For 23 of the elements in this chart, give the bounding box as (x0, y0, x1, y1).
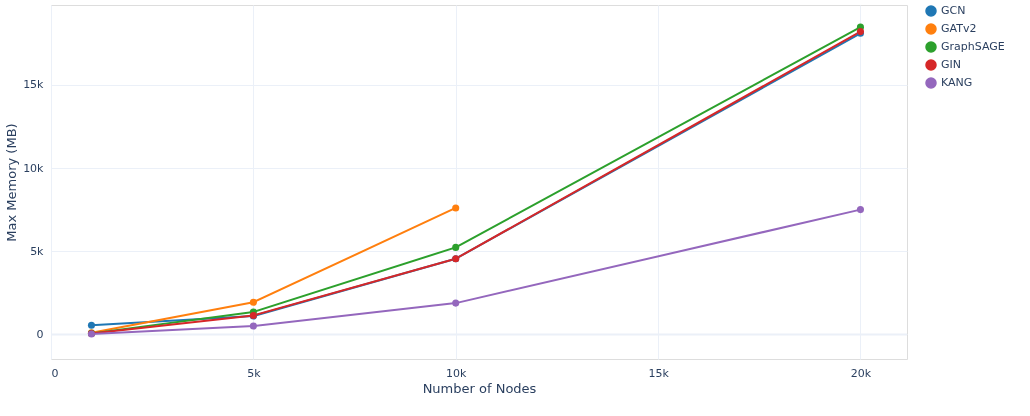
legend-label: GCN (941, 4, 966, 17)
legend-label: KANG (941, 76, 973, 89)
legend-label: GATv2 (941, 22, 977, 35)
point (452, 299, 460, 307)
x-tick-label: 15k (648, 366, 670, 380)
y-tick-label: 5k (30, 244, 45, 258)
point (87, 321, 96, 329)
point (452, 204, 460, 212)
legend-label: GraphSAGE (941, 40, 1005, 53)
x-tick-label: 0 (51, 366, 59, 380)
y-axis-title: Max Memory (MB) (4, 123, 20, 242)
x-tick-label: 5k (247, 366, 262, 380)
point (452, 243, 460, 251)
point (856, 206, 864, 214)
legend-label: GIN (941, 58, 961, 71)
y-tick-label: 10k (23, 161, 45, 175)
x-tick-label: 10k (446, 366, 468, 380)
x-tick-label: 20k (850, 366, 872, 380)
point (249, 298, 257, 306)
point (249, 322, 257, 330)
y-tick-label: 0 (36, 327, 44, 341)
x-axis-title: Number of Nodes (422, 380, 537, 396)
y-tick-label: 15k (23, 78, 45, 92)
